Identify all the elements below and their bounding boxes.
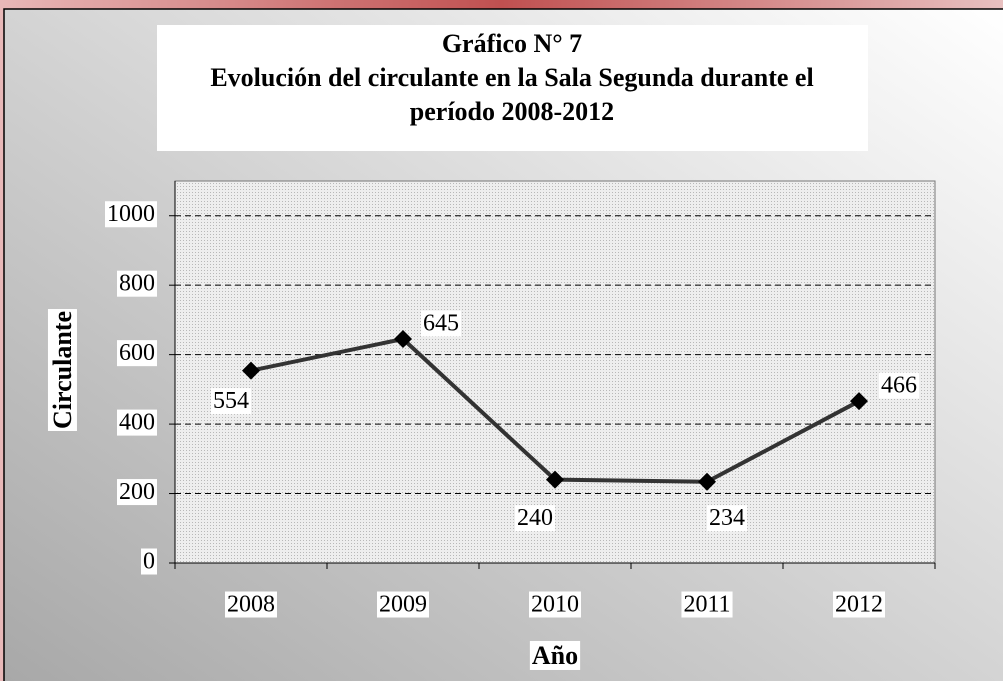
chart-title: Evolución del circulante en la Sala Segu… — [210, 63, 813, 92]
y-tick-label-bg — [117, 479, 157, 506]
y-tick-label: 0 — [143, 549, 155, 575]
y-tick-label: 400 — [119, 410, 155, 436]
x-tick-label-bg — [681, 591, 733, 618]
y-axis-title: Circulante — [48, 311, 77, 429]
y-tick-label: 800 — [119, 271, 155, 297]
y-tick-label: 1000 — [107, 201, 155, 227]
data-label: 466 — [881, 373, 917, 399]
data-label: 234 — [709, 505, 745, 531]
x-tick-label-bg — [529, 591, 581, 618]
x-tick-label-bg — [833, 591, 885, 618]
chart-title: período 2008-2012 — [410, 97, 614, 126]
x-tick-label: 2010 — [531, 592, 579, 618]
x-tick-label-bg — [377, 591, 429, 618]
data-label: 240 — [517, 505, 553, 531]
x-tick-label: 2009 — [379, 592, 427, 618]
y-tick-label-bg — [105, 201, 157, 228]
data-label-bg — [879, 372, 919, 399]
y-axis-title-bg — [47, 309, 77, 431]
data-label-bg — [515, 505, 555, 532]
marker — [546, 470, 564, 489]
marker — [698, 472, 716, 491]
title-box — [157, 25, 868, 151]
chart-title: Gráfico N° 7 — [442, 29, 582, 58]
marker — [242, 361, 260, 380]
x-tick-label: 2008 — [227, 592, 275, 618]
x-tick-label: 2012 — [835, 592, 883, 618]
y-tick-label-bg — [117, 340, 157, 367]
x-tick-label-bg — [225, 591, 277, 618]
data-label-bg — [707, 505, 747, 532]
data-label: 554 — [213, 388, 249, 414]
marker — [850, 392, 868, 411]
marker — [394, 330, 412, 349]
data-label-bg — [211, 388, 251, 415]
x-tick-label: 2011 — [683, 592, 730, 618]
y-tick-label: 600 — [119, 340, 155, 366]
x-axis-title-bg — [529, 640, 581, 670]
x-axis-title: Año — [532, 641, 578, 670]
plot-area — [174, 180, 936, 564]
y-tick-label-bg — [117, 270, 157, 297]
data-label-bg — [421, 310, 461, 337]
data-label: 645 — [423, 311, 459, 337]
y-tick-label: 200 — [119, 479, 155, 505]
y-tick-label-bg — [141, 548, 157, 575]
y-tick-label-bg — [117, 409, 157, 436]
